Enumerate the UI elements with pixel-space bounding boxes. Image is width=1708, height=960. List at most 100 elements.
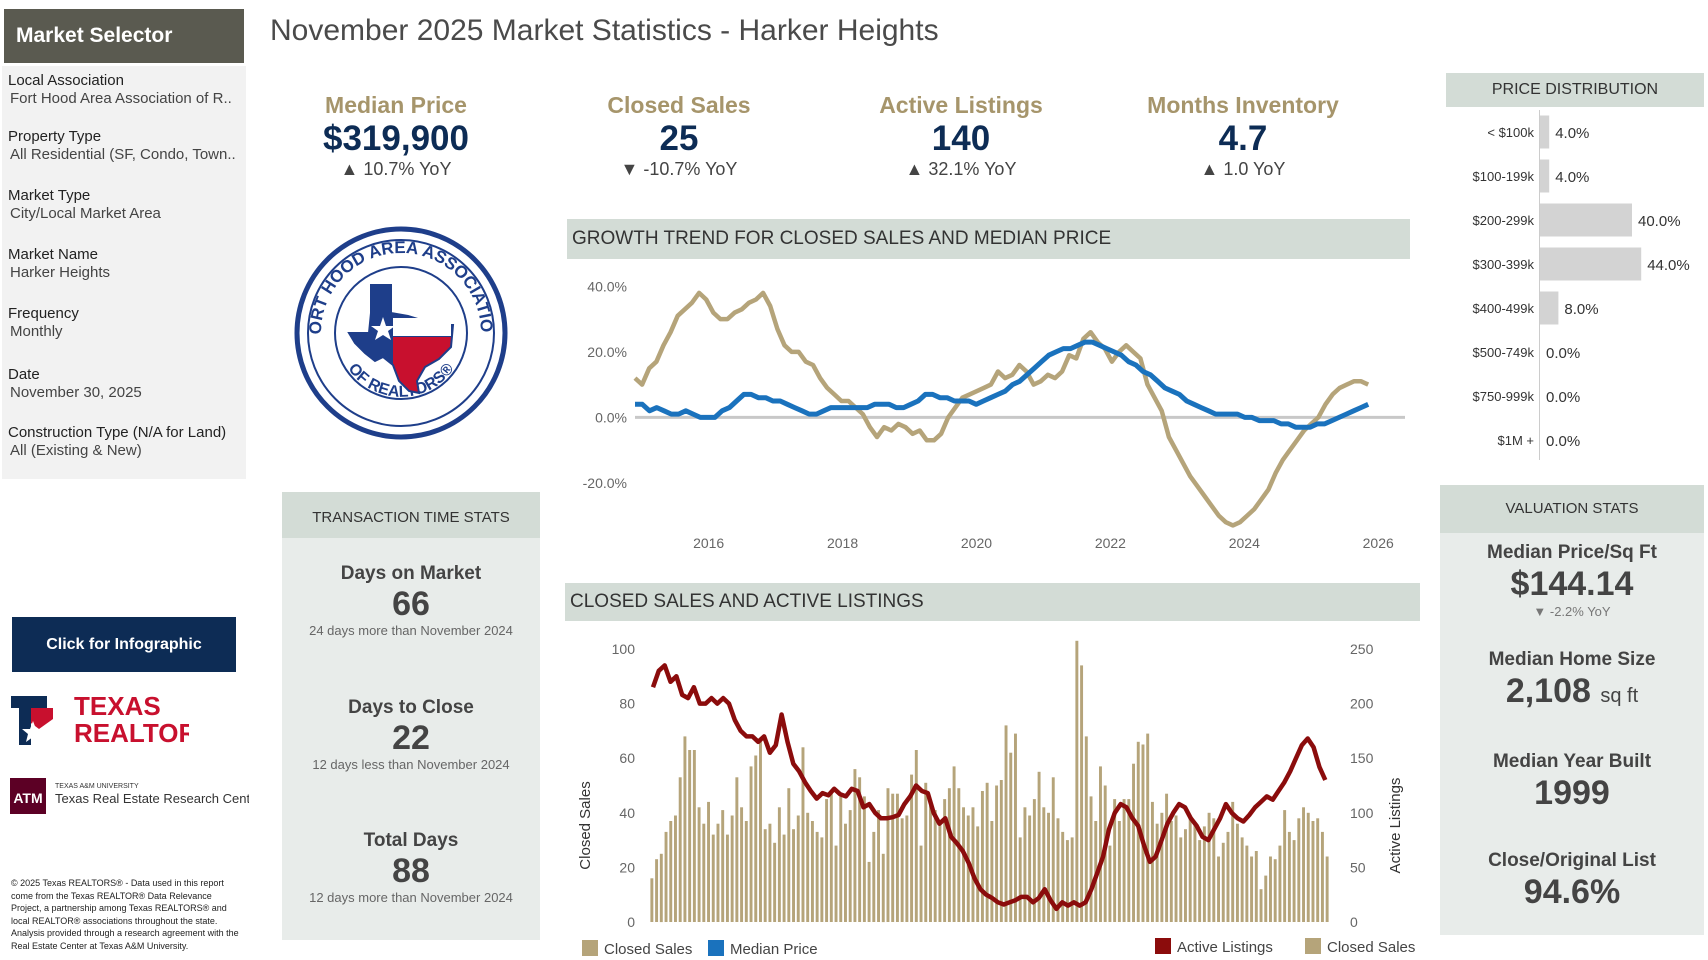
closed-sales-bar bbox=[853, 769, 857, 922]
filter-value[interactable]: November 30, 2025 bbox=[10, 384, 142, 401]
closed-sales-bar bbox=[1306, 812, 1310, 922]
page-title: November 2025 Market Statistics - Harker… bbox=[270, 14, 939, 47]
transaction-stat: Days to Close 22 12 days less than Novembe… bbox=[282, 697, 540, 772]
closed-sales-bar bbox=[1132, 763, 1135, 922]
combo-legend-swatch bbox=[1305, 938, 1321, 954]
closed-sales-bar bbox=[1273, 859, 1277, 922]
closed-sales-bar bbox=[995, 785, 999, 922]
closed-sales-bar bbox=[933, 810, 937, 922]
filter-label: Date bbox=[8, 366, 40, 383]
kpi-value: $319,900 bbox=[323, 119, 469, 158]
closed-sales-bar bbox=[721, 810, 725, 922]
closed-sales-bar bbox=[697, 807, 701, 922]
closed-sales-bar bbox=[773, 842, 777, 922]
closed-sales-bar bbox=[914, 750, 918, 922]
growth-xtick-label: 2024 bbox=[1229, 535, 1260, 551]
closed-sales-bar bbox=[1240, 837, 1244, 922]
closed-sales-bar bbox=[1264, 875, 1268, 922]
dist-category-label: $300-399k bbox=[1473, 257, 1535, 272]
filter-value[interactable]: Harker Heights bbox=[10, 264, 111, 281]
closed-sales-bar bbox=[881, 853, 885, 923]
valuation-stat-label: Median Year Built bbox=[1492, 751, 1652, 772]
growth-ytick-label: 40.0% bbox=[587, 278, 627, 294]
closed-sales-bar bbox=[1037, 771, 1041, 922]
closed-sales-bar bbox=[985, 782, 989, 922]
filter-value[interactable]: All (Existing & New) bbox=[10, 442, 142, 459]
closed-sales-bar bbox=[1259, 889, 1263, 922]
dist-category-label: $1M + bbox=[1498, 433, 1535, 448]
closed-sales-bar bbox=[900, 818, 904, 922]
closed-sales-bar bbox=[683, 736, 687, 922]
texas-realtors-logo-line2: REALTORS bbox=[74, 718, 189, 748]
combo-right-tick: 50 bbox=[1350, 859, 1366, 875]
transaction-stat-label: Days on Market bbox=[340, 563, 482, 584]
closed-sales-bar bbox=[669, 821, 673, 922]
market-selector-header: Market Selector bbox=[4, 9, 244, 63]
closed-sales-bar bbox=[815, 831, 819, 922]
texas-realtors-logo: TEXAS REALTORS bbox=[9, 691, 215, 748]
valuation-stat-value-row: 1999 bbox=[1432, 773, 1708, 813]
closed-sales-bar bbox=[1287, 831, 1291, 922]
closed-sales-bar bbox=[844, 823, 847, 922]
kpi-label: Months Inventory bbox=[1147, 92, 1339, 118]
closed-sales-bar bbox=[957, 788, 961, 922]
closed-sales-bar bbox=[1283, 810, 1287, 922]
closed-sales-bar bbox=[1198, 840, 1202, 922]
closed-sales-bar bbox=[1065, 840, 1069, 922]
kpi-value: 25 bbox=[659, 119, 699, 158]
kpi-card: Months Inventory 4.7 ▲ 1.0 YoY bbox=[1113, 92, 1373, 180]
closed-sales-bar bbox=[1165, 793, 1169, 922]
disclaimer-text: © 2025 Texas REALTORS® - Data used in th… bbox=[11, 878, 239, 951]
filter-value[interactable]: All Residential (SF, Condo, Town.. bbox=[10, 146, 236, 163]
combo-left-tick: 60 bbox=[619, 750, 635, 766]
closed-sales-bar bbox=[919, 845, 923, 922]
closed-sales-bar bbox=[829, 793, 833, 922]
filter-value[interactable]: Fort Hood Area Association of R.. bbox=[10, 90, 232, 107]
combo-right-axis-title: Active Listings bbox=[1387, 778, 1404, 874]
price-distribution-header: PRICE DISTRIBUTION bbox=[1446, 73, 1704, 107]
closed-sales-bar bbox=[777, 807, 781, 922]
combo-left-tick: 0 bbox=[627, 914, 635, 930]
closed-sales-bar bbox=[759, 741, 762, 922]
closed-sales-bar bbox=[1231, 801, 1235, 922]
closed-sales-bar bbox=[825, 799, 829, 922]
closed-sales-bar bbox=[702, 823, 706, 922]
transaction-stat-value: 22 bbox=[392, 719, 430, 757]
infographic-button[interactable]: Click for Infographic bbox=[12, 617, 236, 672]
closed-sales-bar bbox=[711, 834, 715, 922]
closed-sales-bar bbox=[872, 831, 876, 922]
kpi-label: Active Listings bbox=[879, 92, 1043, 118]
combo-right-tick: 250 bbox=[1350, 641, 1374, 657]
combo-left-tick: 100 bbox=[612, 641, 636, 657]
closed-sales-bar bbox=[839, 796, 843, 922]
transaction-stat: Total Days 88 12 days more than November 2… bbox=[282, 830, 540, 905]
closed-sales-bar bbox=[976, 826, 980, 922]
transaction-time-stats-header: TRANSACTION TIME STATS bbox=[282, 492, 540, 538]
closed-sales-bar bbox=[692, 750, 696, 922]
transaction-time-stats-panel bbox=[282, 538, 540, 940]
filter-value[interactable]: Monthly bbox=[10, 323, 63, 340]
closed-sales-bar bbox=[862, 796, 866, 922]
closed-sales-bar bbox=[1023, 807, 1027, 922]
closed-sales-bar bbox=[1207, 812, 1211, 922]
closed-sales-bar bbox=[1297, 818, 1301, 922]
filter-label: Market Type bbox=[8, 187, 91, 204]
dist-bar bbox=[1540, 115, 1550, 149]
growth-xtick-label: 2022 bbox=[1095, 535, 1126, 551]
closed-sales-bar bbox=[834, 845, 838, 922]
closed-sales-bar bbox=[891, 793, 895, 922]
filter-value[interactable]: City/Local Market Area bbox=[10, 205, 161, 222]
valuation-stat-label: Median Price/Sq Ft bbox=[1487, 542, 1657, 563]
kpi-change: ▼ -10.7% YoY bbox=[620, 159, 738, 179]
closed-sales-bar bbox=[1146, 733, 1150, 922]
kpi-value: 4.7 bbox=[1218, 119, 1268, 158]
closed-sales-bar bbox=[886, 788, 890, 922]
valuation-stat-value: 1999 bbox=[1534, 774, 1610, 812]
combo-left-tick: 20 bbox=[619, 859, 635, 875]
kpi-change: ▲ 1.0 YoY bbox=[1200, 159, 1286, 179]
tamu-mark: ATM bbox=[13, 790, 42, 806]
closed-sales-bar bbox=[980, 791, 984, 922]
growth-legend-swatch bbox=[708, 940, 724, 956]
closed-sales-bar bbox=[740, 807, 744, 922]
closed-sales-bar bbox=[905, 815, 909, 922]
